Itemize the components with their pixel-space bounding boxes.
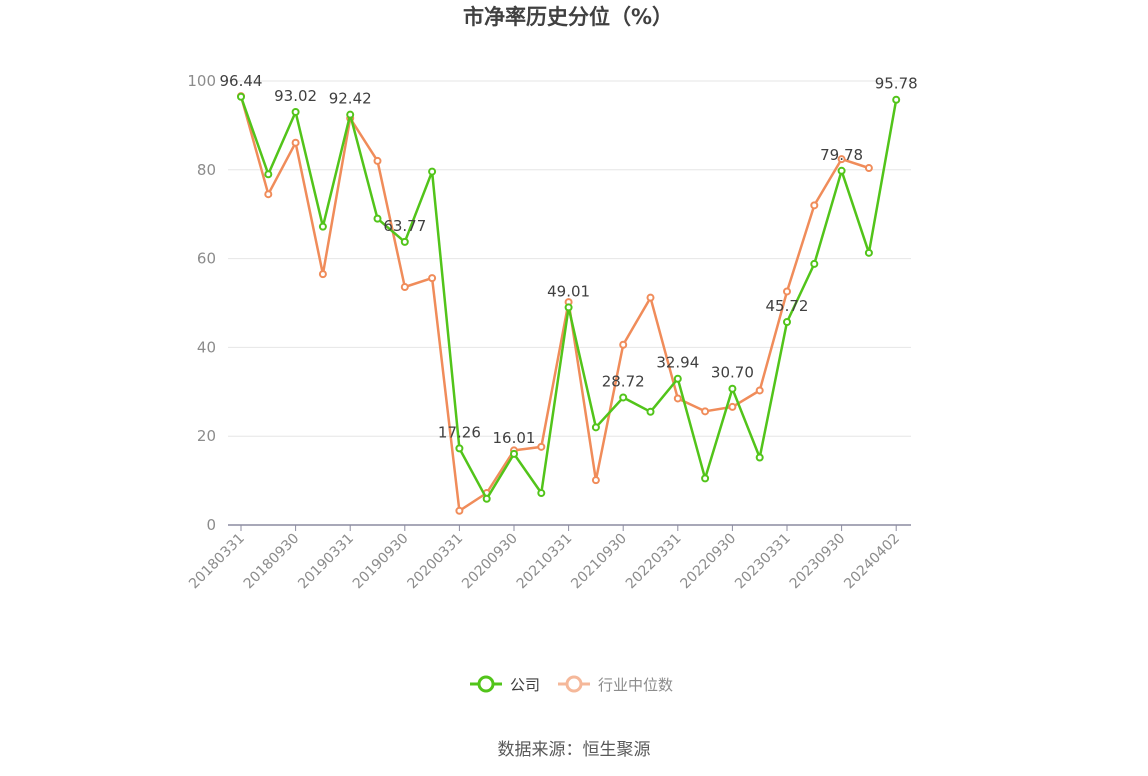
data-point-industry-median (428, 274, 437, 283)
legend-industry-marker (565, 675, 583, 693)
data-point-company (728, 384, 737, 393)
data-point-industry-median (783, 287, 791, 296)
x-tick-label: 20200331 (405, 531, 467, 593)
x-tick-label: 20190331 (295, 531, 357, 593)
data-point-industry-median (318, 270, 327, 279)
data-label: 92.42 (329, 90, 372, 108)
y-tick-label: 80 (197, 161, 216, 179)
data-point-company (564, 303, 573, 312)
x-axis: 2018033120180930201903312019093020200331… (186, 524, 911, 593)
legend-company-label: 公司 (510, 676, 540, 694)
data-point-industry-median (673, 394, 682, 403)
data-point-industry-median (591, 476, 600, 485)
data-point-industry-median (701, 407, 710, 416)
data-point-company (346, 110, 355, 119)
x-tick-label: 20200930 (459, 531, 521, 593)
y-tick-label: 60 (197, 250, 216, 268)
y-axis: 0 20 40 60 80 100 (187, 72, 216, 534)
y-tick-label: 40 (197, 338, 216, 356)
data-point-company (673, 374, 682, 383)
data-point-company (318, 222, 327, 231)
series-line-industry-median (239, 95, 870, 513)
chart-title: 市净率历史分位（%） (463, 5, 673, 29)
data-point-company (455, 444, 464, 453)
data-label: 45.72 (766, 297, 809, 315)
data-point-industry-median (291, 138, 300, 147)
data-point-industry-median (619, 340, 628, 349)
data-point-company (591, 423, 600, 432)
x-tick-label: 20220331 (623, 531, 685, 593)
y-tick-label: 100 (187, 72, 216, 90)
data-point-company (864, 248, 873, 257)
data-point-company (755, 453, 764, 462)
data-point-company (892, 95, 901, 104)
data-point-company (810, 259, 819, 268)
data-label: 93.02 (274, 87, 317, 105)
data-label: 96.44 (220, 72, 263, 90)
x-tick-label: 20220930 (678, 531, 740, 593)
data-point-industry-median (373, 156, 382, 165)
x-tick-label: 20210331 (514, 531, 576, 593)
data-label: 17.26 (438, 423, 481, 441)
data-point-company (428, 167, 437, 176)
data-label: 16.01 (493, 429, 536, 447)
data-point-industry-median (400, 283, 409, 292)
data-point-industry-median (864, 164, 873, 173)
legend-company-marker (477, 675, 495, 693)
data-point-company (482, 494, 491, 503)
x-tick-label: 20230930 (787, 531, 849, 593)
x-tick-label: 20180331 (186, 531, 248, 593)
x-tick-label: 20210930 (568, 531, 630, 593)
x-tick-label: 20240402 (841, 531, 903, 593)
data-labels: 96.44 93.02 92.42 63.77 17.26 16.01 49.01 28.72… (220, 72, 918, 447)
data-point-industry-median (455, 506, 464, 515)
data-label: 32.94 (656, 354, 699, 372)
legend-item-company[interactable]: 公司 (470, 675, 540, 694)
data-point-company (701, 474, 710, 483)
data-point-company (537, 489, 546, 498)
source-note: 数据来源：恒生聚源 (498, 740, 651, 760)
data-point-industry-median (264, 190, 273, 199)
legend[interactable]: 公司 行业中位数 (470, 675, 673, 694)
legend-industry-label: 行业中位数 (598, 676, 673, 694)
y-tick-label: 20 (197, 427, 216, 445)
data-point-company (510, 449, 518, 458)
data-label: 79.78 (820, 146, 863, 164)
y-tick-label: 0 (206, 516, 216, 534)
x-tick-label: 20190930 (350, 531, 412, 593)
data-point-company (400, 237, 409, 246)
x-tick-label: 20180930 (241, 531, 303, 593)
data-point-industry-median (810, 201, 819, 210)
data-point-company (619, 393, 628, 402)
grid-lines (228, 80, 911, 437)
series-group (237, 92, 901, 515)
data-point-company (237, 92, 245, 101)
x-tick-label: 20230331 (732, 531, 794, 593)
data-point-industry-median (728, 402, 737, 411)
data-label: 30.70 (711, 364, 754, 382)
legend-item-industry-median[interactable]: 行业中位数 (558, 675, 673, 694)
data-point-company (264, 170, 273, 179)
data-point-industry-median (837, 155, 846, 164)
data-label: 95.78 (875, 75, 918, 93)
data-point-company (783, 318, 791, 327)
data-point-company (646, 407, 655, 416)
data-label: 63.77 (383, 217, 426, 235)
data-point-industry-median (755, 386, 764, 395)
data-label: 28.72 (602, 372, 645, 390)
data-point-industry-median (537, 442, 546, 451)
data-point-company (291, 107, 300, 116)
data-point-industry-median (646, 293, 655, 302)
data-point-company (373, 214, 382, 223)
data-point-company (837, 166, 846, 175)
data-label: 49.01 (547, 282, 590, 300)
